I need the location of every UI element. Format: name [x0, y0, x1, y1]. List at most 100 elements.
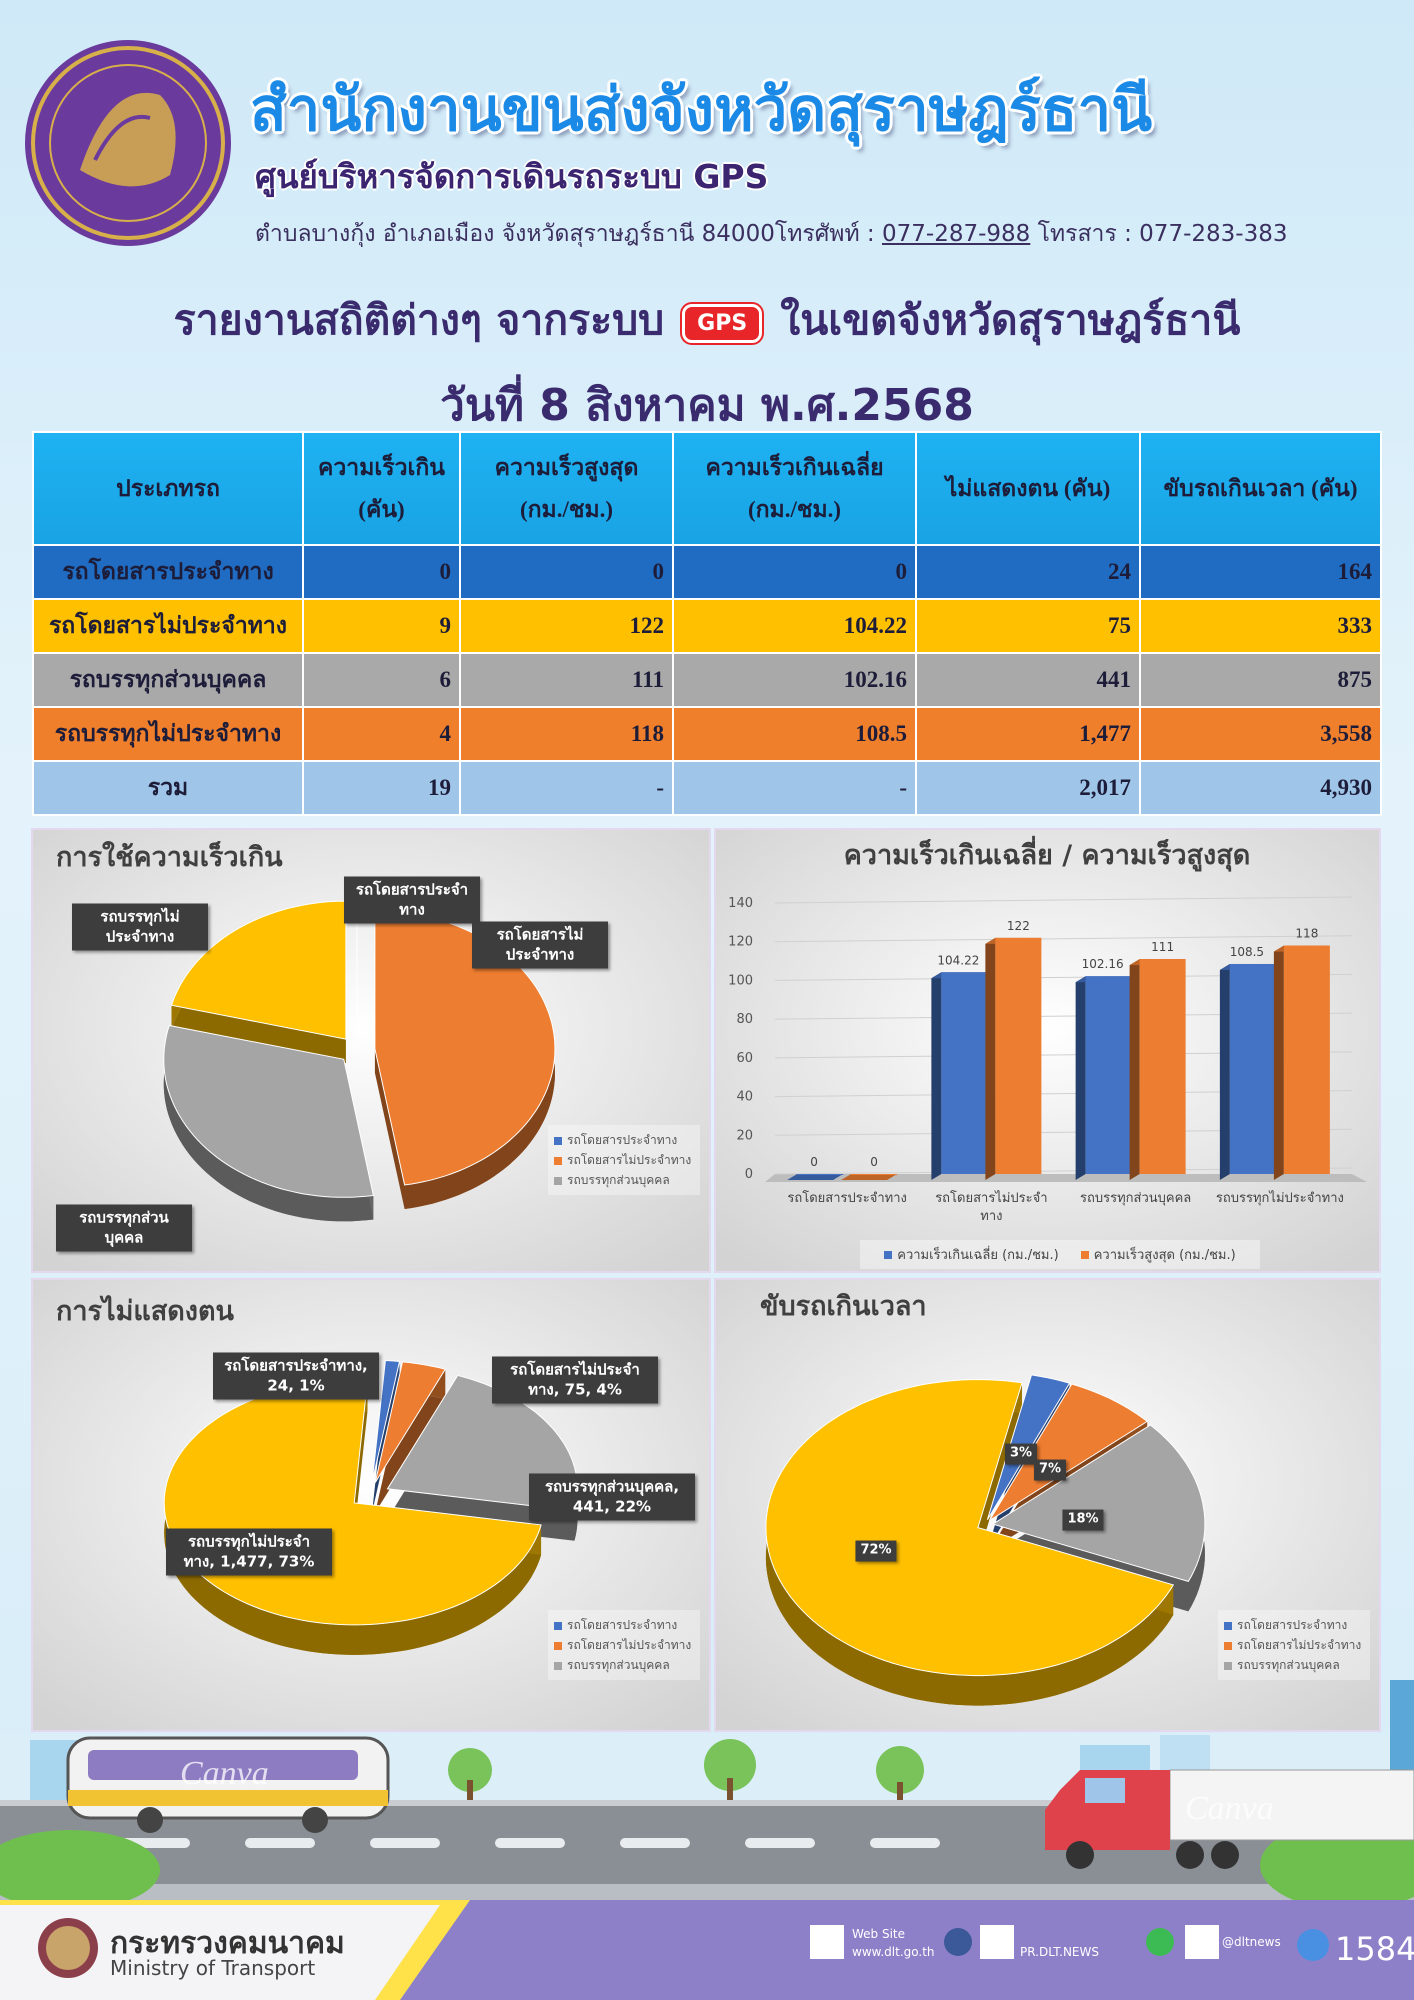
- legend-label: ความเร็วสูงสุด (กม./ชม.): [1093, 1248, 1236, 1263]
- legend-swatch: [554, 1176, 562, 1185]
- legend-entry: รถโดยสารไม่ประจำทาง: [554, 1152, 694, 1169]
- table-cell: 2,017: [915, 760, 1141, 816]
- table-cell: 6: [302, 652, 461, 708]
- legend: ความเร็วเกินเฉลี่ย (กม./ชม.) ความเร็วสูงส…: [860, 1240, 1260, 1269]
- ministry-name-en: Ministry of Transport: [110, 1956, 316, 1980]
- table-cell: -: [672, 760, 917, 816]
- data-label: 118: [1295, 927, 1318, 941]
- x-tick-label: รถบรรทุกส่วนบุคคล: [1080, 1191, 1192, 1206]
- legend-swatch: [884, 1250, 893, 1259]
- legend-entry: รถโดยสารไม่ประจำทาง: [1224, 1637, 1364, 1654]
- line-id: @dltnews: [1222, 1935, 1281, 1949]
- data-label: รถโดยสารประจำทาง, 24, 1%: [213, 1352, 379, 1400]
- legend-swatch: [1224, 1641, 1232, 1650]
- address: ตำบลบางกุ้ง อำเภอเมือง จังหวัดสุราษฎร์ธา…: [255, 221, 875, 247]
- legend-entry: รถโดยสารประจำทาง: [1224, 1617, 1364, 1634]
- truck: [1045, 1769, 1414, 1869]
- table-row: รถบรรทุกไม่ประจำทาง 4 118 108.5 1,477 3,558: [32, 706, 1382, 762]
- ministry-name: กระทรวงคมนาคม: [110, 1926, 345, 1961]
- pie-slice: [989, 1383, 1149, 1521]
- table-cell: 122: [459, 598, 674, 654]
- legend-entry: รถโดยสารประจำทาง: [554, 1132, 694, 1149]
- data-label: 72%: [855, 1540, 897, 1562]
- table-row: รถโดยสารไม่ประจำทาง 9 122 104.22 75 333: [32, 598, 1382, 654]
- bar: [995, 937, 1042, 1174]
- table-header-cell: ความเร็วเกิน (คัน): [302, 431, 461, 546]
- report-title-text: ในเขตจังหวัดสุราษฎร์ธานี: [780, 296, 1241, 344]
- bar-top: [841, 1174, 898, 1180]
- table-cell: 118: [459, 706, 674, 762]
- legend-label: รถโดยสารประจำทาง: [567, 1133, 678, 1147]
- legend: รถโดยสารประจำทาง รถโดยสารไม่ประจำทาง รถบรร…: [548, 1125, 700, 1196]
- legend: รถโดยสารประจำทางรถโดยสารไม่ประจำทางรถบรร…: [548, 1610, 700, 1681]
- data-label: 104.22: [937, 953, 979, 967]
- legend-entry: ความเร็วเกินเฉลี่ย (กม./ชม.): [884, 1244, 1059, 1265]
- pie-slice: [374, 910, 556, 1186]
- bar-side: [1129, 959, 1140, 1180]
- header-subtitle: ศูนย์บริหารจัดการเดินรถระบบ GPS: [255, 157, 769, 196]
- x-tick-label: รถโดยสารไม่ประจำทาง: [935, 1191, 1048, 1224]
- table-cell: 75: [915, 598, 1141, 654]
- table-header-cell: ขับรถเกินเวลา (คัน): [1139, 431, 1382, 546]
- table-cell: 0: [672, 544, 917, 600]
- table-header-cell: ความเร็วสูงสุด (กม./ชม.): [459, 431, 674, 546]
- table-cell: 164: [1139, 544, 1382, 600]
- pie-slice: [371, 1359, 401, 1483]
- bus: [66, 1736, 390, 1833]
- stats-table: ประเภทรถ ความเร็วเกิน (คัน) ความเร็วสูงสุด…: [32, 431, 1382, 816]
- pie-slice: [991, 1424, 1206, 1582]
- data-label: รถโดยสารไม่ประจำทาง, 75, 4%: [492, 1356, 658, 1404]
- pie-slice: [765, 1379, 1175, 1677]
- watermark: Canva: [1185, 1790, 1274, 1827]
- data-label: 102.16: [1082, 957, 1124, 971]
- bar: [1229, 963, 1276, 1174]
- y-tick-label: 120: [728, 935, 753, 950]
- bar: [1085, 976, 1132, 1174]
- data-label: 111: [1151, 940, 1174, 954]
- chart-title: ขับรถเกินเวลา: [760, 1291, 927, 1322]
- table-cell: 441: [915, 652, 1141, 708]
- table-row: รวม 19- -2,017 4,930: [32, 760, 1382, 816]
- pie-slice: [170, 900, 347, 1040]
- legend-label: รถบรรทุกส่วนบุคคล: [1237, 1657, 1340, 1672]
- table-cell: 111: [459, 652, 674, 708]
- bar-side: [1273, 945, 1284, 1180]
- facebook: PR.DLT.NEWS: [1020, 1945, 1099, 1959]
- legend-swatch: [554, 1622, 562, 1630]
- table-cell: 102.16: [672, 652, 917, 708]
- legend-label: รถโดยสารไม่ประจำทาง: [1237, 1637, 1362, 1652]
- bar-top: [787, 1174, 844, 1180]
- table-body: รถโดยสารประจำทาง 0 0 0 24 164 รถโดยสารไม่ประจำ…: [32, 544, 1382, 816]
- data-label: 18%: [1062, 1509, 1104, 1531]
- footer-band: [0, 1900, 1414, 2000]
- data-label: 0: [870, 1155, 878, 1169]
- table-cell: 4: [302, 706, 461, 762]
- phone: 077-287-988: [882, 221, 1031, 247]
- table-row: รถโดยสารประจำทาง 0 0 0 24 164: [32, 544, 1382, 600]
- bar: [851, 1174, 898, 1175]
- report-title: รายงานสถิติต่างๆ จากระบบ GPS ในเขตจังหวัดส…: [0, 288, 1414, 353]
- x-tick-label: รถบรรทุกไม่ประจำทาง: [1215, 1191, 1344, 1206]
- legend-label: รถโดยสารไม่ประจำทาง: [567, 1152, 692, 1167]
- table-cell: 333: [1139, 598, 1382, 654]
- legend-entry: รถบรรทุกส่วนบุคคล: [554, 1657, 694, 1674]
- table-cell: 875: [1139, 652, 1382, 708]
- legend-swatch: [1080, 1250, 1089, 1259]
- data-label: รถบรรทุกส่วนบุคคล, 441, 22%: [529, 1473, 695, 1521]
- y-tick-label: 40: [736, 1090, 753, 1105]
- data-label: รถบรรทุกส่วนบุคคล: [56, 1204, 192, 1252]
- legend-swatch: [554, 1661, 562, 1670]
- legend-label: รถโดยสารไม่ประจำทาง: [567, 1637, 692, 1652]
- table-header: ประเภทรถ ความเร็วเกิน (คัน) ความเร็วสูงสุด…: [32, 431, 1382, 546]
- y-tick-label: 0: [745, 1167, 753, 1182]
- table-header-cell: ไม่แสดงตน (คัน): [915, 431, 1141, 546]
- bar: [1139, 959, 1186, 1174]
- legend-label: รถโดยสารประจำทาง: [567, 1618, 678, 1632]
- table-cell: 19: [302, 760, 461, 816]
- table-cell: 1,477: [915, 706, 1141, 762]
- call-center: 1584: [1335, 1930, 1414, 1968]
- legend-swatch: [554, 1641, 562, 1650]
- bar: [941, 972, 988, 1174]
